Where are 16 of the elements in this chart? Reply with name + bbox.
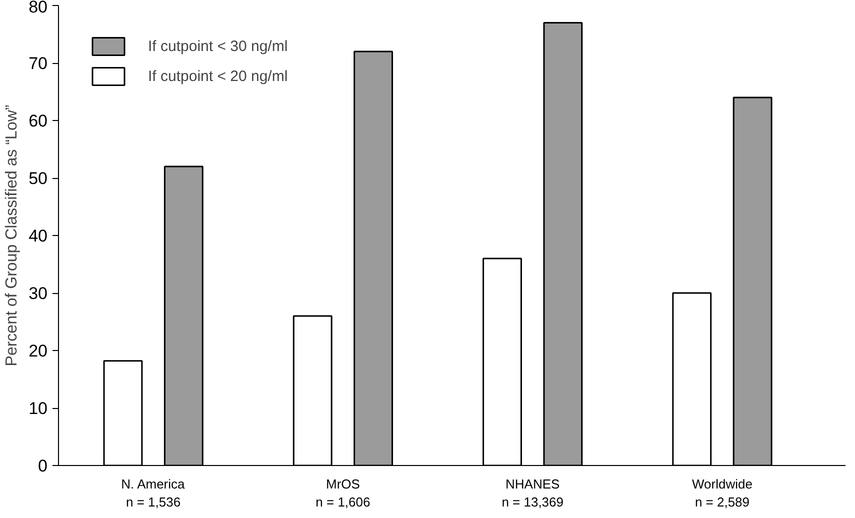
y-tick-label: 20 [28,342,48,360]
y-tick-label: 60 [28,112,48,130]
x-tick-label: N. America n = 1,536 [121,476,186,510]
x-tick-label: MrOS n = 1,606 [316,476,370,510]
y-tick-label: 30 [28,284,48,303]
y-axis-title: Percent of Group Classified as “Low” [4,104,21,366]
legend-label: If cutpoint < 30 ng/ml [148,38,288,54]
y-tick-label: 80 [28,0,48,16]
y-tick-label: 50 [28,169,48,188]
x-tick-label: NHANES n = 13,369 [502,476,564,510]
y-tick-label: 40 [28,226,48,246]
y-tick-label: 0 [38,456,48,476]
y-tick-label: 70 [28,54,48,73]
y-tick-label: 10 [28,399,48,418]
legend-label: If cutpoint < 20 ng/ml [148,68,288,84]
x-tick-label: Worldwide n = 2,589 [692,476,752,510]
